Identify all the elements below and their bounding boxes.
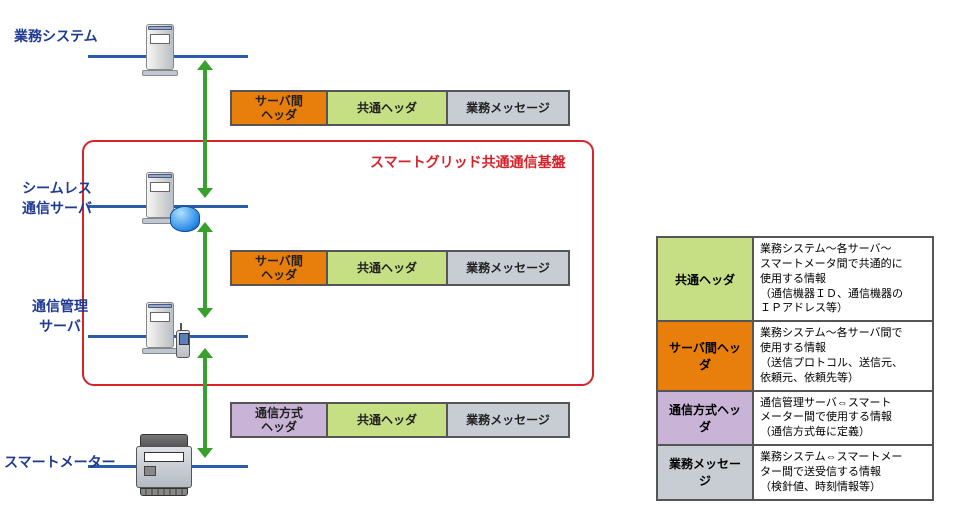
- legend-row-method_hdr: 通信方式ヘッダ通信管理サーバ⇔スマート メーター間で使用する情報 （通信方式毎に…: [657, 391, 933, 446]
- legend-row-server_hdr: サーバ間ヘッダ業務システム～各サーバ間で 使用する情報 （送信プロトコル、送信元…: [657, 321, 933, 390]
- legend-desc-biz_msg: 業務システム⇔スマートメー ター間で送受信する情報 （検針値、時刻情報等）: [753, 445, 933, 500]
- legend-row-biz_msg: 業務メッセージ業務システム⇔スマートメー ター間で送受信する情報 （検針値、時刻…: [657, 445, 933, 500]
- platform-title: スマートグリッド共通通信基盤: [370, 152, 566, 172]
- database-icon: [170, 206, 200, 232]
- label-business: 業務システム: [14, 26, 98, 46]
- legend-row-common_hdr: 共通ヘッダ業務システム～各サーバ～ スマートメータ間で共通的に 使用する情報 （…: [657, 237, 933, 321]
- server-icon-business: [132, 24, 188, 88]
- double-arrow-2: [203, 358, 207, 448]
- double-arrow-0: [203, 70, 207, 188]
- legend-desc-method_hdr: 通信管理サーバ⇔スマート メーター間で使用する情報 （通信方式毎に定義）: [753, 391, 933, 446]
- seg-biz_msg: 業務メッセージ: [448, 92, 568, 124]
- legend-key-biz_msg: 業務メッセージ: [657, 445, 753, 500]
- label-commmgr: 通信管理 サーバ: [32, 296, 88, 336]
- legend-desc-common_hdr: 業務システム～各サーバ～ スマートメータ間で共通的に 使用する情報 （通信機器Ｉ…: [753, 237, 933, 321]
- phone-icon: [176, 330, 190, 358]
- message-strip-0: サーバ間 ヘッダ共通ヘッダ業務メッセージ: [230, 90, 570, 126]
- legend-table: 共通ヘッダ業務システム～各サーバ～ スマートメータ間で共通的に 使用する情報 （…: [656, 236, 934, 501]
- seg-common_hdr: 共通ヘッダ: [328, 92, 448, 124]
- seg-common_hdr: 共通ヘッダ: [328, 404, 448, 436]
- seg-biz_msg: 業務メッセージ: [448, 404, 568, 436]
- label-seamless: シームレス 通信サーバ: [22, 178, 92, 218]
- seg-method_hdr: 通信方式 ヘッダ: [232, 404, 328, 436]
- smartmeter-icon: [136, 434, 192, 496]
- seg-server_hdr: サーバ間 ヘッダ: [232, 92, 328, 124]
- legend-desc-server_hdr: 業務システム～各サーバ間で 使用する情報 （送信プロトコル、送信元、 依頼元、依…: [753, 321, 933, 390]
- label-meter: スマートメーター: [4, 452, 116, 472]
- legend-key-common_hdr: 共通ヘッダ: [657, 237, 753, 321]
- legend-key-method_hdr: 通信方式ヘッダ: [657, 391, 753, 446]
- message-strip-2: 通信方式 ヘッダ共通ヘッダ業務メッセージ: [230, 402, 570, 438]
- double-arrow-1: [203, 232, 207, 308]
- legend-key-server_hdr: サーバ間ヘッダ: [657, 321, 753, 390]
- seg-common_hdr: 共通ヘッダ: [328, 252, 448, 284]
- message-strip-1: サーバ間 ヘッダ共通ヘッダ業務メッセージ: [230, 250, 570, 286]
- seg-server_hdr: サーバ間 ヘッダ: [232, 252, 328, 284]
- seg-biz_msg: 業務メッセージ: [448, 252, 568, 284]
